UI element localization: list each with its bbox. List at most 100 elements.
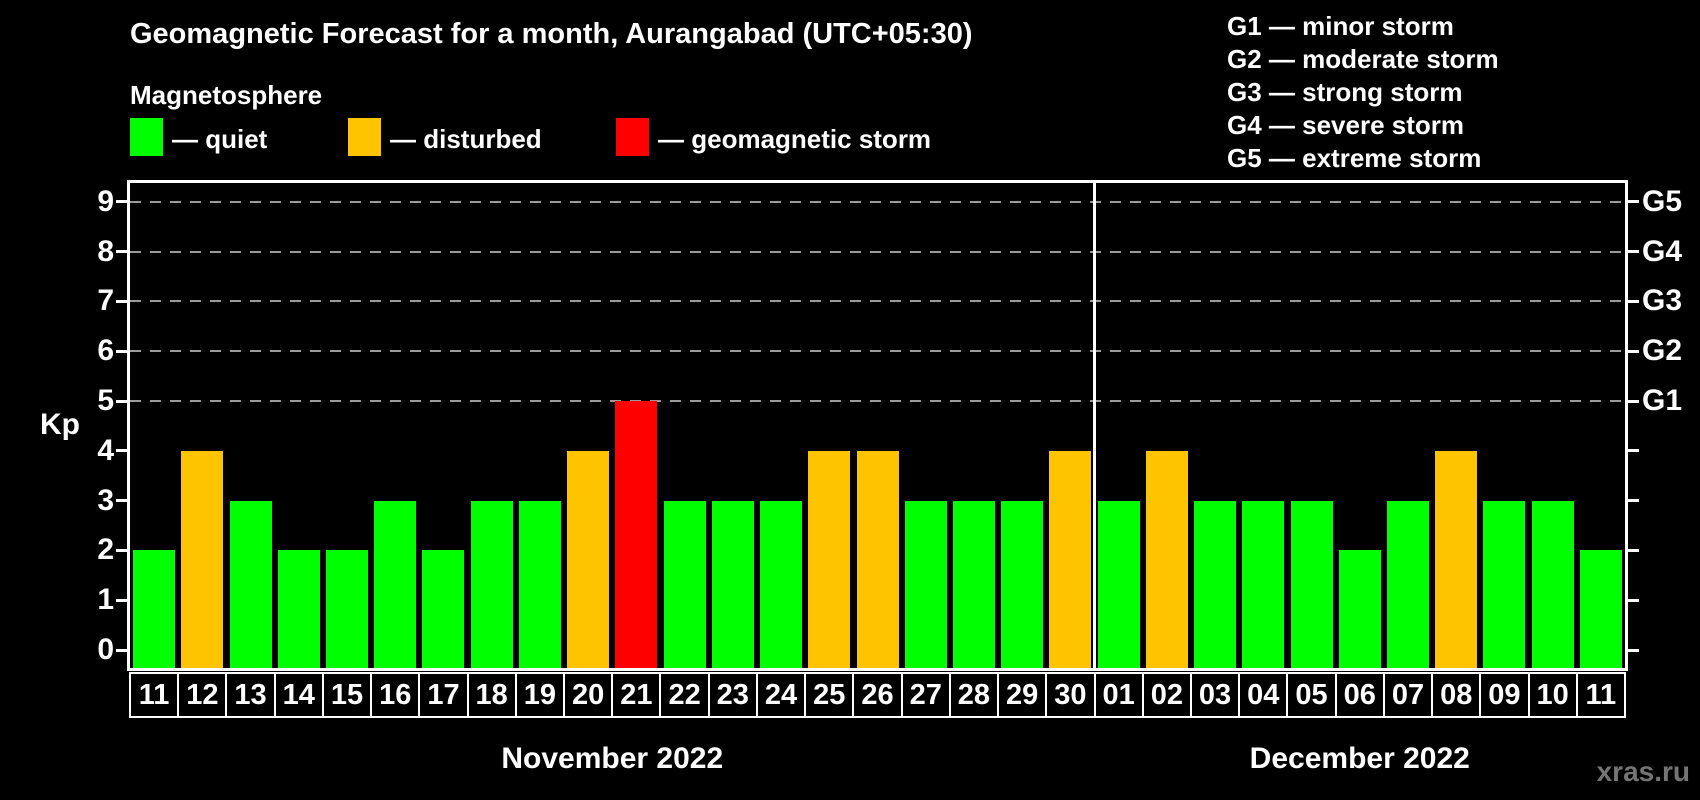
date-label-dec-01: 01 <box>1093 672 1144 718</box>
kp-bar-04 <box>1242 500 1285 668</box>
date-label-dec-10: 10 <box>1527 672 1578 718</box>
right-tick-kp8 <box>1625 250 1639 254</box>
gridline-kp5 <box>130 400 1625 402</box>
g3-legend-line: G3 — strong storm <box>1227 77 1463 107</box>
kp-bar-27 <box>904 500 947 668</box>
date-label-dec-03: 03 <box>1189 672 1241 718</box>
right-tick-kp0 <box>1625 648 1639 652</box>
kp-tick-label-7: 7 <box>97 284 114 318</box>
g-scale-legend: G1 — minor storm G2 — moderate storm G3 … <box>1227 10 1499 175</box>
date-label-nov-28: 28 <box>948 672 1000 718</box>
right-tick-kp9 <box>1625 200 1639 204</box>
kp-bar-07 <box>1386 500 1429 668</box>
date-label-nov-24: 24 <box>755 672 807 718</box>
right-tick-kp6 <box>1625 349 1639 353</box>
date-label-nov-27: 27 <box>900 672 951 718</box>
month-label-december: December 2022 <box>1249 742 1470 775</box>
kp-bar-15 <box>326 550 369 668</box>
kp-bar-10 <box>1531 500 1574 668</box>
gridline-kp8 <box>130 250 1625 253</box>
date-label-dec-05: 05 <box>1286 672 1337 718</box>
date-label-nov-20: 20 <box>563 672 614 718</box>
date-label-nov-25: 25 <box>804 672 855 718</box>
date-label-nov-13: 13 <box>225 672 276 718</box>
kp-tick-label-2: 2 <box>97 533 114 567</box>
kp-bar-11 <box>133 550 176 668</box>
date-label-nov-12: 12 <box>177 672 228 718</box>
g-tick-label-g3: G3 <box>1642 284 1683 318</box>
kp-bar-24 <box>760 500 803 668</box>
kp-bar-05 <box>1290 500 1333 668</box>
watermark: xras.ru <box>1596 756 1690 787</box>
date-label-dec-06: 06 <box>1334 672 1385 718</box>
quiet-legend-label: — quiet <box>172 124 268 154</box>
kp-bar-06 <box>1338 550 1381 668</box>
left-tick-kp2 <box>116 548 130 552</box>
kp-tick-label-3: 3 <box>97 483 114 517</box>
right-tick-kp5 <box>1625 399 1639 403</box>
kp-bar-14 <box>277 550 320 668</box>
month-label-november: November 2022 <box>501 742 724 775</box>
plot-area <box>127 180 1628 671</box>
date-label-dec-08: 08 <box>1431 672 1482 718</box>
date-label-nov-23: 23 <box>707 672 758 718</box>
date-label-nov-17: 17 <box>418 672 469 718</box>
left-tick-kp9 <box>116 200 130 204</box>
date-label-nov-18: 18 <box>466 672 517 718</box>
date-label-nov-29: 29 <box>997 672 1048 718</box>
gridline-kp7 <box>130 300 1625 303</box>
kp-bar-23 <box>711 500 754 668</box>
date-label-nov-30: 30 <box>1045 672 1096 718</box>
storm-legend-label: — geomagnetic storm <box>658 124 932 154</box>
date-label-nov-19: 19 <box>514 672 566 718</box>
kp-bar-02 <box>1145 450 1188 668</box>
date-label-nov-26: 26 <box>852 672 903 718</box>
kp-bar-13 <box>229 500 272 668</box>
kp-axis-title: Kp <box>40 407 80 441</box>
kp-bar-25 <box>808 450 851 668</box>
g5-legend-line: G5 — extreme storm <box>1227 143 1482 173</box>
kp-tick-label-9: 9 <box>97 184 114 218</box>
left-tick-kp3 <box>116 499 130 503</box>
left-tick-kp8 <box>116 250 130 254</box>
storm-swatch-icon <box>616 118 649 156</box>
left-tick-kp1 <box>116 598 130 602</box>
disturbed-swatch-icon <box>348 118 381 156</box>
left-tick-kp7 <box>116 299 130 303</box>
g4-legend-line: G4 — severe storm <box>1227 110 1465 140</box>
kp-bar-30 <box>1049 450 1092 668</box>
month-divider-line <box>1093 183 1097 668</box>
date-label-dec-02: 02 <box>1141 672 1192 718</box>
kp-tick-label-5: 5 <box>97 384 114 417</box>
g-tick-label-g1: G1 <box>1642 384 1683 417</box>
left-tick-kp4 <box>116 449 130 453</box>
g-tick-label-g4: G4 <box>1642 234 1683 268</box>
date-label-dec-04: 04 <box>1238 672 1289 718</box>
kp-bar-26 <box>856 450 899 668</box>
kp-tick-label-4: 4 <box>97 433 114 467</box>
disturbed-legend-label: — disturbed <box>390 124 542 154</box>
date-label-nov-11: 11 <box>129 672 180 718</box>
left-tick-kp5 <box>116 399 130 403</box>
kp-bar-08 <box>1435 450 1478 668</box>
right-tick-kp7 <box>1625 299 1639 303</box>
date-label-nov-21: 21 <box>611 672 662 718</box>
kp-bar-16 <box>374 500 417 668</box>
magnetosphere-subtitle: Magnetosphere <box>130 80 323 110</box>
page-title: Geomagnetic Forecast for a month, Aurang… <box>130 18 973 50</box>
left-tick-kp6 <box>116 349 130 353</box>
kp-bar-09 <box>1483 500 1526 668</box>
right-tick-kp4 <box>1625 449 1639 453</box>
kp-bar-01 <box>1097 500 1140 668</box>
date-label-dec-07: 07 <box>1382 672 1434 718</box>
g2-legend-line: G2 — moderate storm <box>1227 44 1499 74</box>
kp-tick-label-0: 0 <box>97 633 114 666</box>
right-tick-kp3 <box>1625 499 1639 503</box>
gridline-kp9 <box>130 200 1625 203</box>
date-label-dec-11: 11 <box>1575 672 1626 718</box>
date-label-nov-16: 16 <box>370 672 421 718</box>
g-tick-label-g2: G2 <box>1642 334 1683 368</box>
right-tick-kp1 <box>1625 598 1639 602</box>
kp-bar-11 <box>1579 550 1622 668</box>
kp-bar-20 <box>567 450 610 668</box>
